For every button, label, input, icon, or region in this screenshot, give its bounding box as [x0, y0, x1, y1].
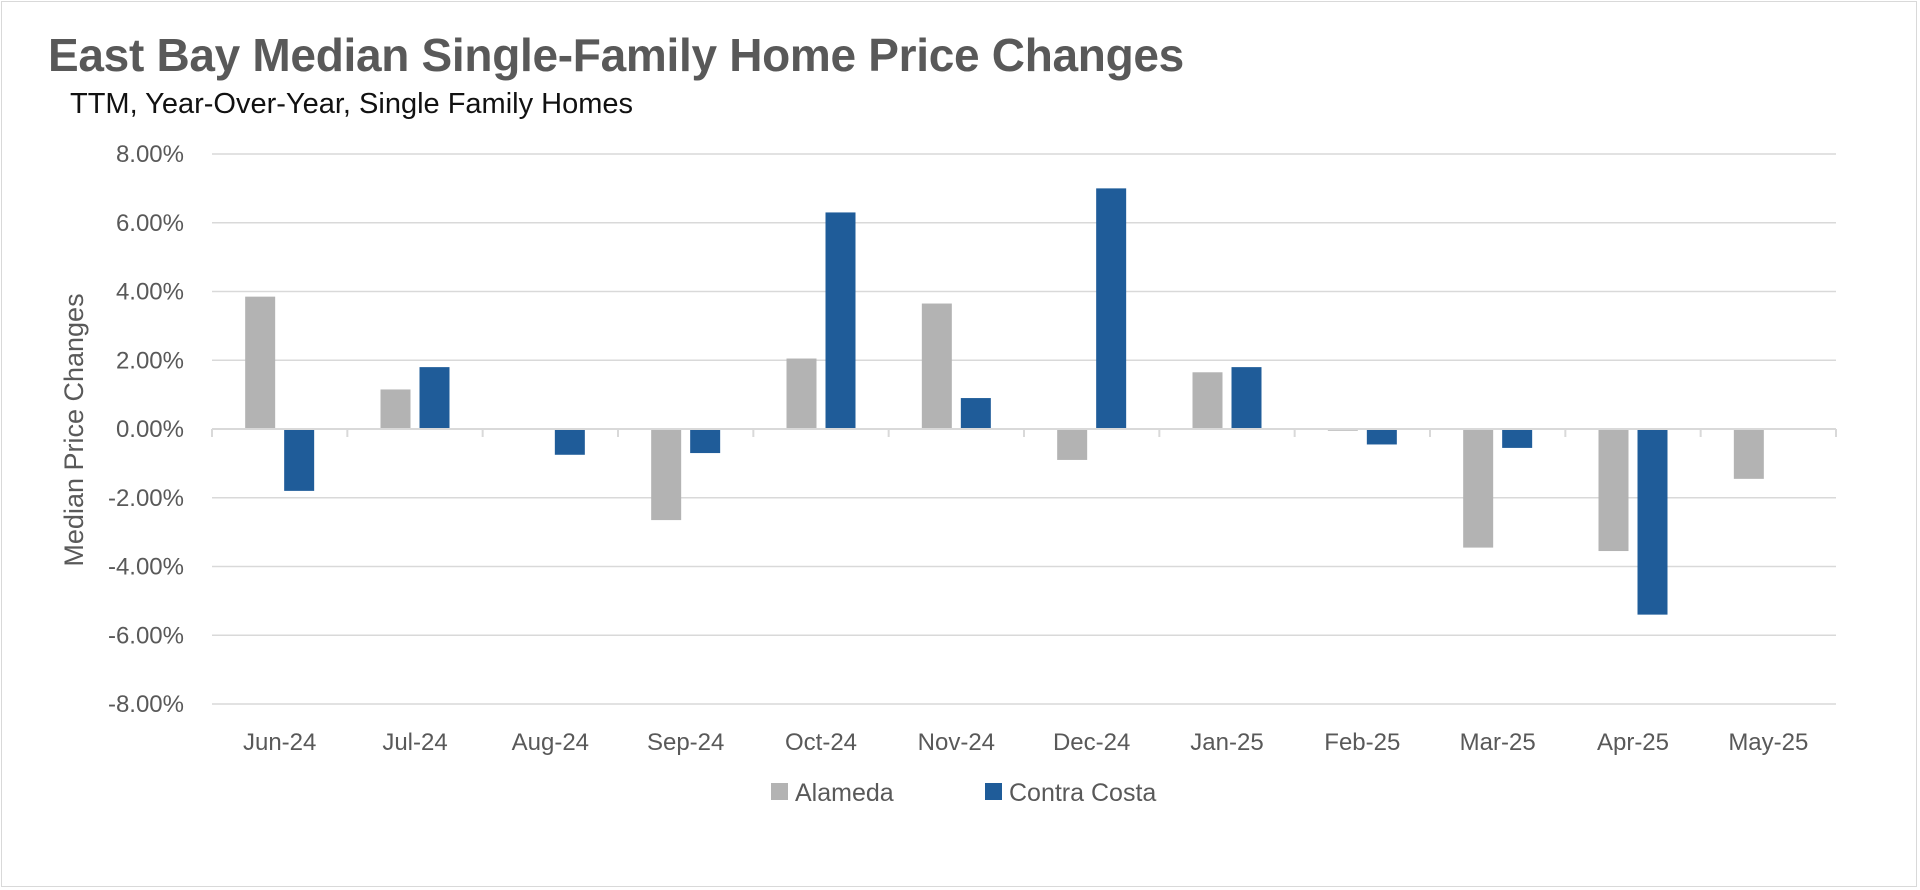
bar-alameda-sep-24 — [651, 429, 682, 521]
y-tick-label: -8.00% — [108, 691, 184, 718]
zero-axis — [211, 428, 1837, 437]
bar-contra-costa-apr-25 — [1637, 429, 1668, 615]
bar-contra-costa-dec-24 — [1096, 188, 1127, 429]
x-tick-label: Jan-25 — [1190, 729, 1263, 756]
legend: Alameda Contra Costa — [771, 779, 1156, 807]
bar-alameda-apr-25 — [1598, 429, 1629, 552]
x-tick-label: Jun-24 — [243, 729, 316, 756]
bar-contra-costa-jul-24 — [419, 367, 450, 429]
y-axis-ticks: 8.00% 6.00% 4.00% 2.00% 0.00% -2.00% -4.00% -6.… — [108, 141, 184, 718]
legend-label-contra-costa: Contra Costa — [1009, 779, 1156, 807]
bar-contra-costa-sep-24 — [690, 429, 721, 454]
x-tick-label: Nov-24 — [918, 729, 995, 756]
y-tick-label: -2.00% — [108, 485, 184, 512]
x-tick-label: Sep-24 — [647, 729, 724, 756]
x-tick-label: May-25 — [1728, 729, 1808, 756]
bar-contra-costa-jan-25 — [1231, 367, 1262, 429]
bar-alameda-nov-24 — [921, 303, 952, 429]
y-tick-label: -6.00% — [108, 622, 184, 649]
x-axis-ticks: Jun-24 Jul-24 Aug-24 Sep-24 Oct-24 Nov-24 Dec-… — [243, 729, 1808, 756]
bar-contra-costa-nov-24 — [960, 398, 991, 429]
bar-alameda-mar-25 — [1463, 429, 1494, 548]
x-tick-label: Mar-25 — [1460, 729, 1536, 756]
x-tick-label: Apr-25 — [1597, 729, 1669, 756]
bar-alameda-jul-24 — [380, 389, 411, 429]
bars — [245, 188, 1764, 615]
bar-contra-costa-mar-25 — [1502, 429, 1533, 448]
bar-contra-costa-feb-25 — [1366, 429, 1397, 445]
bar-alameda-dec-24 — [1057, 429, 1088, 460]
y-tick-label: 6.00% — [116, 210, 184, 237]
y-axis-label: Median Price Changes — [59, 293, 89, 566]
legend-swatch-contra-costa — [985, 783, 1002, 800]
bar-contra-costa-jun-24 — [284, 429, 315, 491]
chart-title: East Bay Median Single-Family Home Price… — [48, 29, 1184, 81]
legend-swatch-alameda — [771, 783, 788, 800]
bar-contra-costa-aug-24 — [554, 429, 585, 455]
bar-alameda-jan-25 — [1192, 372, 1223, 429]
x-tick-label: Feb-25 — [1324, 729, 1400, 756]
y-tick-label: 4.00% — [116, 279, 184, 306]
y-tick-label: 2.00% — [116, 347, 184, 374]
y-tick-label: 8.00% — [116, 141, 184, 168]
x-tick-label: Jul-24 — [382, 729, 447, 756]
bar-alameda-oct-24 — [786, 358, 817, 429]
x-tick-label: Aug-24 — [512, 729, 589, 756]
bar-alameda-jun-24 — [245, 296, 276, 429]
legend-label-alameda: Alameda — [795, 779, 894, 807]
chart-subtitle: TTM, Year-Over-Year, Single Family Homes — [70, 88, 634, 120]
bar-alameda-may-25 — [1733, 429, 1764, 479]
x-tick-label: Oct-24 — [785, 729, 857, 756]
y-tick-label: -4.00% — [108, 554, 184, 581]
x-tick-label: Dec-24 — [1053, 729, 1130, 756]
bar-contra-costa-oct-24 — [825, 212, 856, 429]
gridlines — [212, 153, 1836, 705]
y-tick-label: 0.00% — [116, 416, 184, 443]
